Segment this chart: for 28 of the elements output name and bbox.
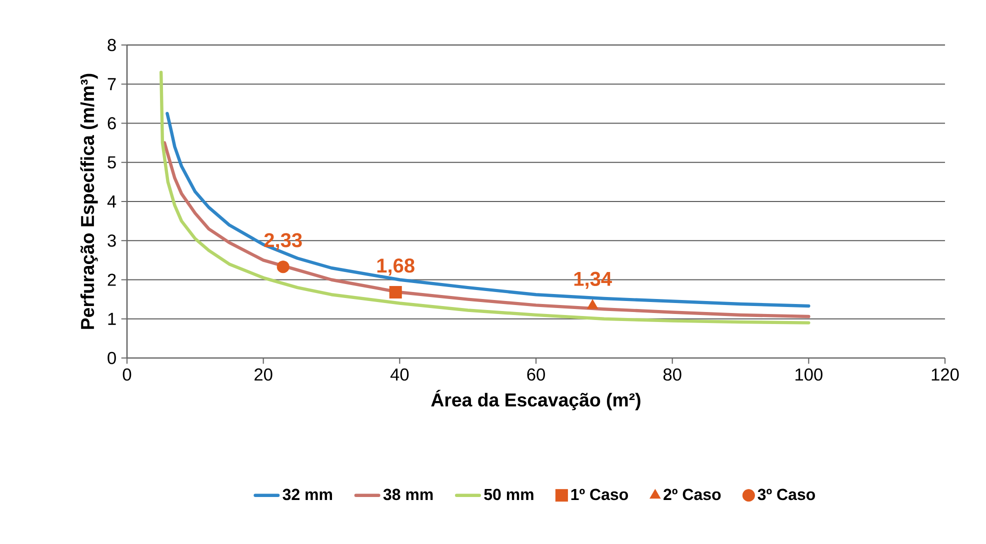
x-tick-label: 80 (663, 368, 682, 381)
x-axis-title: Área da Escavação (m²) (431, 390, 640, 410)
x-tick-label: 120 (932, 368, 959, 381)
line-series (159, 70, 810, 324)
y-tick-label: 8 (108, 38, 116, 52)
y-tick-label: 7 (108, 78, 116, 90)
x-tick-label: 40 (390, 368, 409, 381)
legend-label: 38 mm (383, 488, 433, 500)
legend-label: 32 mm (282, 488, 332, 500)
y-tick-label: 6 (108, 117, 116, 130)
y-tick-label: 5 (108, 156, 116, 168)
legend-label: 3º Caso (758, 488, 815, 500)
data-label: 1,68 (377, 258, 414, 276)
legend-label: 2º Caso (664, 488, 721, 500)
legend-label: 50 mm (484, 488, 534, 500)
y-tick-label: 1 (108, 312, 116, 325)
line-series (162, 141, 810, 318)
line-series (166, 112, 810, 308)
x-tick-label: 0 (122, 368, 132, 381)
y-tick-label: 4 (107, 196, 116, 208)
x-tick-label: 60 (527, 368, 545, 381)
x-tick-label: 20 (254, 368, 272, 381)
y-tick-label: 0 (108, 352, 116, 364)
y-axis-title: Perfuração Específica (m/m³) (80, 74, 98, 329)
legend-label: 1º Caso (571, 488, 628, 500)
x-tick-label: 100 (796, 368, 822, 381)
y-tick-label: 2 (108, 274, 116, 286)
y-tick-label: 3 (108, 234, 116, 247)
